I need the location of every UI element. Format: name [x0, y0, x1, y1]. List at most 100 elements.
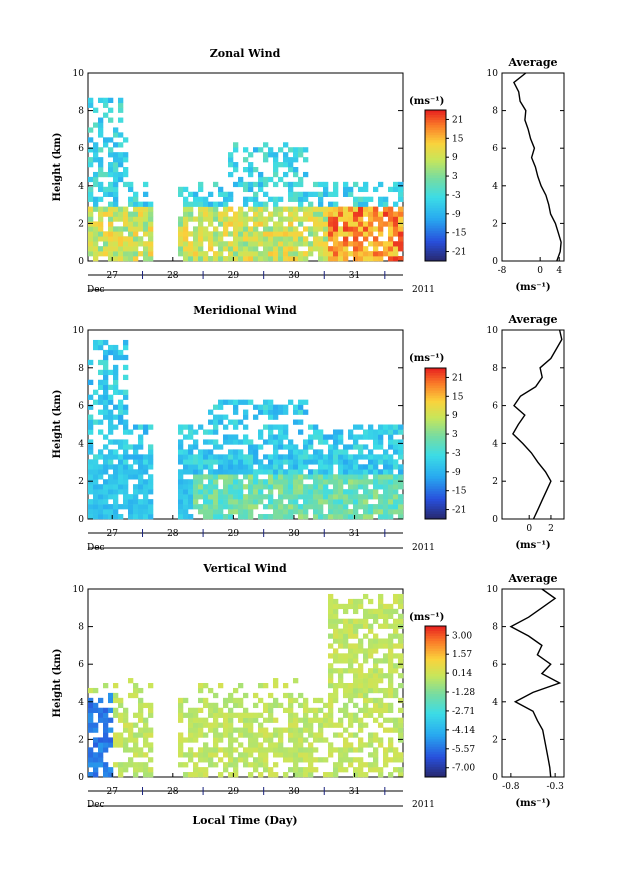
heatmap-cell	[388, 603, 394, 610]
heatmap-cell	[198, 181, 204, 188]
heatmap-cell	[338, 469, 344, 475]
heatmap-cell	[353, 444, 359, 450]
heatmap-cell	[368, 479, 374, 485]
heatmap-cell	[383, 702, 389, 709]
heatmap-cell	[348, 663, 354, 669]
heatmap-cell	[273, 181, 279, 188]
y-tick-label: 8	[78, 107, 84, 117]
heatmap-cell	[208, 221, 214, 227]
heatmap-cell	[373, 464, 379, 470]
heatmap-cell	[183, 201, 189, 207]
heatmap-cell	[393, 231, 399, 237]
heatmap-cell	[148, 509, 154, 515]
heatmap-cell	[383, 509, 389, 515]
heatmap-cell	[253, 469, 259, 475]
heatmap-cell	[358, 484, 364, 490]
colorbar-swatch	[425, 756, 446, 760]
heatmap-cell	[288, 692, 294, 699]
heatmap-cell	[198, 226, 204, 232]
heatmap-cell	[228, 712, 234, 718]
heatmap-cell	[208, 191, 214, 197]
heatmap-cell	[148, 241, 154, 247]
heatmap-cell	[313, 211, 319, 217]
heatmap-cell	[223, 414, 229, 420]
colorbar-swatch	[425, 769, 446, 773]
heatmap-cell	[338, 658, 344, 664]
heatmap-cell	[358, 603, 364, 610]
heatmap-cell	[388, 638, 394, 644]
heatmap-cell	[203, 702, 209, 709]
heatmap-cell	[233, 762, 239, 768]
colorbar-swatch	[425, 215, 446, 219]
heatmap-cell	[213, 439, 219, 445]
average-profile-line	[513, 72, 562, 262]
heatmap-cell	[293, 409, 299, 415]
heatmap-cell	[198, 236, 204, 242]
colorbar-swatch	[425, 478, 446, 482]
colorbar-tick-label: -3	[452, 191, 461, 201]
heatmap-cell	[313, 697, 319, 704]
heatmap-cell	[383, 484, 389, 490]
heatmap-cell	[308, 246, 314, 252]
heatmap-cell	[278, 509, 284, 515]
heatmap-cell	[393, 653, 399, 659]
heatmap-cell	[178, 429, 184, 435]
heatmap-cell	[98, 449, 104, 455]
heatmap-cell	[253, 211, 259, 217]
heatmap-cell	[178, 489, 184, 495]
heatmap-cell	[258, 176, 264, 183]
heatmap-cell	[313, 221, 319, 227]
vertical-title: Vertical Wind	[202, 562, 287, 575]
heatmap-cell	[198, 216, 204, 222]
heatmap-cell	[223, 424, 229, 430]
heatmap-cell	[193, 241, 199, 247]
heatmap-cell	[313, 747, 319, 753]
heatmap-cell	[143, 251, 149, 257]
heatmap-cell	[273, 509, 279, 515]
heatmap-cell	[113, 171, 119, 178]
heatmap-cell	[398, 717, 404, 723]
heatmap-cell	[148, 732, 154, 738]
heatmap-cell	[338, 449, 344, 455]
heatmap-cell	[333, 479, 339, 485]
heatmap-cell	[393, 727, 399, 733]
heatmap-cell	[368, 449, 374, 455]
heatmap-cell	[128, 236, 134, 242]
heatmap-cell	[323, 246, 329, 252]
day-tick-label: 31	[349, 271, 360, 281]
heatmap-cell	[108, 772, 114, 778]
heatmap-cell	[383, 246, 389, 252]
heatmap-cell	[393, 668, 399, 674]
heatmap-cell	[348, 186, 354, 193]
heatmap-cell	[278, 404, 284, 410]
heatmap-cell	[283, 142, 289, 148]
heatmap-cell	[303, 251, 309, 257]
heatmap-cell	[123, 354, 129, 361]
heatmap-cell	[243, 692, 249, 699]
heatmap-cell	[203, 459, 209, 465]
day-tick-label: 30	[288, 787, 300, 797]
heatmap-cell	[88, 211, 94, 217]
heatmap-cell	[113, 354, 119, 361]
heatmap-cell	[358, 444, 364, 450]
y-tick-label: 2	[78, 477, 84, 487]
heatmap-cell	[273, 256, 279, 262]
heatmap-cell	[388, 613, 394, 619]
heatmap-cell	[238, 399, 244, 405]
heatmap-cell	[363, 474, 369, 480]
heatmap-cell	[263, 747, 269, 753]
heatmap-cell	[378, 697, 384, 704]
heatmap-cell	[378, 256, 384, 262]
heatmap-cell	[313, 499, 319, 505]
heatmap-cell	[393, 509, 399, 515]
heatmap-cell	[118, 469, 124, 475]
heatmap-cell	[388, 241, 394, 247]
heatmap-cell	[263, 409, 269, 415]
heatmap-cell	[128, 514, 134, 520]
heatmap-cell	[293, 256, 299, 262]
heatmap-cell	[143, 504, 149, 510]
heatmap-cell	[298, 221, 304, 227]
heatmap-cell	[363, 464, 369, 470]
zonal-colorbar-unit: (ms⁻¹)	[409, 96, 444, 107]
heatmap-cell	[108, 231, 114, 237]
